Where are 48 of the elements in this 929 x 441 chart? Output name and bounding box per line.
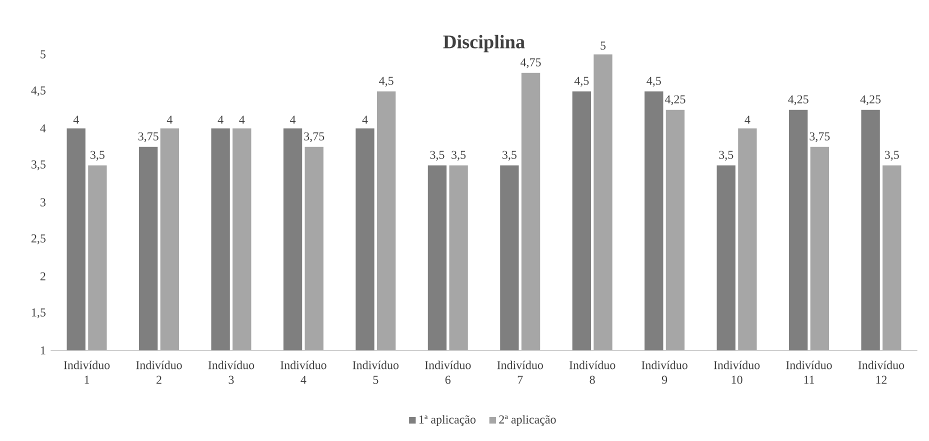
y-tick-label: 1,5 — [32, 308, 46, 318]
data-label: 4 — [218, 116, 224, 124]
data-label: 5 — [600, 42, 606, 50]
data-label: 3,5 — [719, 150, 734, 161]
x-tick-label: Indivíduo 6 — [425, 360, 471, 384]
y-tick-label: 5 — [40, 50, 46, 58]
x-tick-label: Indivíduo 11 — [786, 360, 832, 384]
y-tick-label: 1 — [41, 346, 46, 354]
data-label: 3,5 — [430, 150, 444, 161]
data-label: 4 — [362, 116, 368, 124]
x-tick-label: Indivíduo 2 — [136, 360, 182, 384]
data-label: 4,5 — [646, 76, 661, 87]
x-tick-label: Indivíduo 10 — [714, 360, 760, 384]
legend-label: 1ª aplicação — [419, 415, 476, 426]
x-tick-label: Indivíduo 7 — [497, 360, 543, 384]
y-tick-label: 3,5 — [32, 160, 46, 170]
data-label: 4 — [73, 116, 79, 124]
x-tick-label: Indivíduo 8 — [569, 360, 616, 384]
legend-label: 2ª aplicação — [499, 415, 556, 426]
x-tick-label: Indivíduo 9 — [642, 360, 688, 384]
data-label: 4,75 — [520, 58, 541, 68]
y-tick-label: 2 — [40, 272, 46, 280]
data-label: 3,75 — [138, 132, 158, 142]
data-label: 3,5 — [90, 150, 104, 161]
x-tick-label: Indivíduo 12 — [858, 360, 904, 384]
data-label: 3,75 — [810, 132, 830, 142]
y-tick-label: 4 — [40, 124, 46, 132]
chart-title: Disciplina — [443, 34, 525, 52]
x-tick-label: Indivíduo 5 — [352, 360, 399, 384]
data-label: 4 — [166, 116, 172, 124]
data-label: 4,5 — [379, 76, 394, 87]
data-label: 3,5 — [502, 150, 516, 161]
x-tick-label: Indivíduo 4 — [280, 360, 326, 384]
x-tick-label: Indivíduo 1 — [64, 360, 110, 384]
data-label: 4 — [744, 116, 750, 124]
data-label: 3,5 — [884, 150, 899, 161]
y-tick-label: 4,5 — [31, 86, 46, 96]
y-tick-label: 2,5 — [31, 234, 46, 244]
y-tick-label: 3 — [40, 198, 46, 206]
data-label: 4,25 — [664, 95, 686, 106]
data-label: 4 — [239, 116, 245, 124]
data-label: 4,25 — [860, 95, 881, 106]
x-tick-label: Indivíduo 3 — [208, 360, 254, 384]
data-label: 3,75 — [304, 132, 324, 142]
data-label: 4,25 — [788, 95, 808, 106]
data-label: 4,5 — [574, 76, 589, 87]
data-label: 4 — [290, 116, 296, 124]
data-label: 3,5 — [452, 150, 466, 161]
